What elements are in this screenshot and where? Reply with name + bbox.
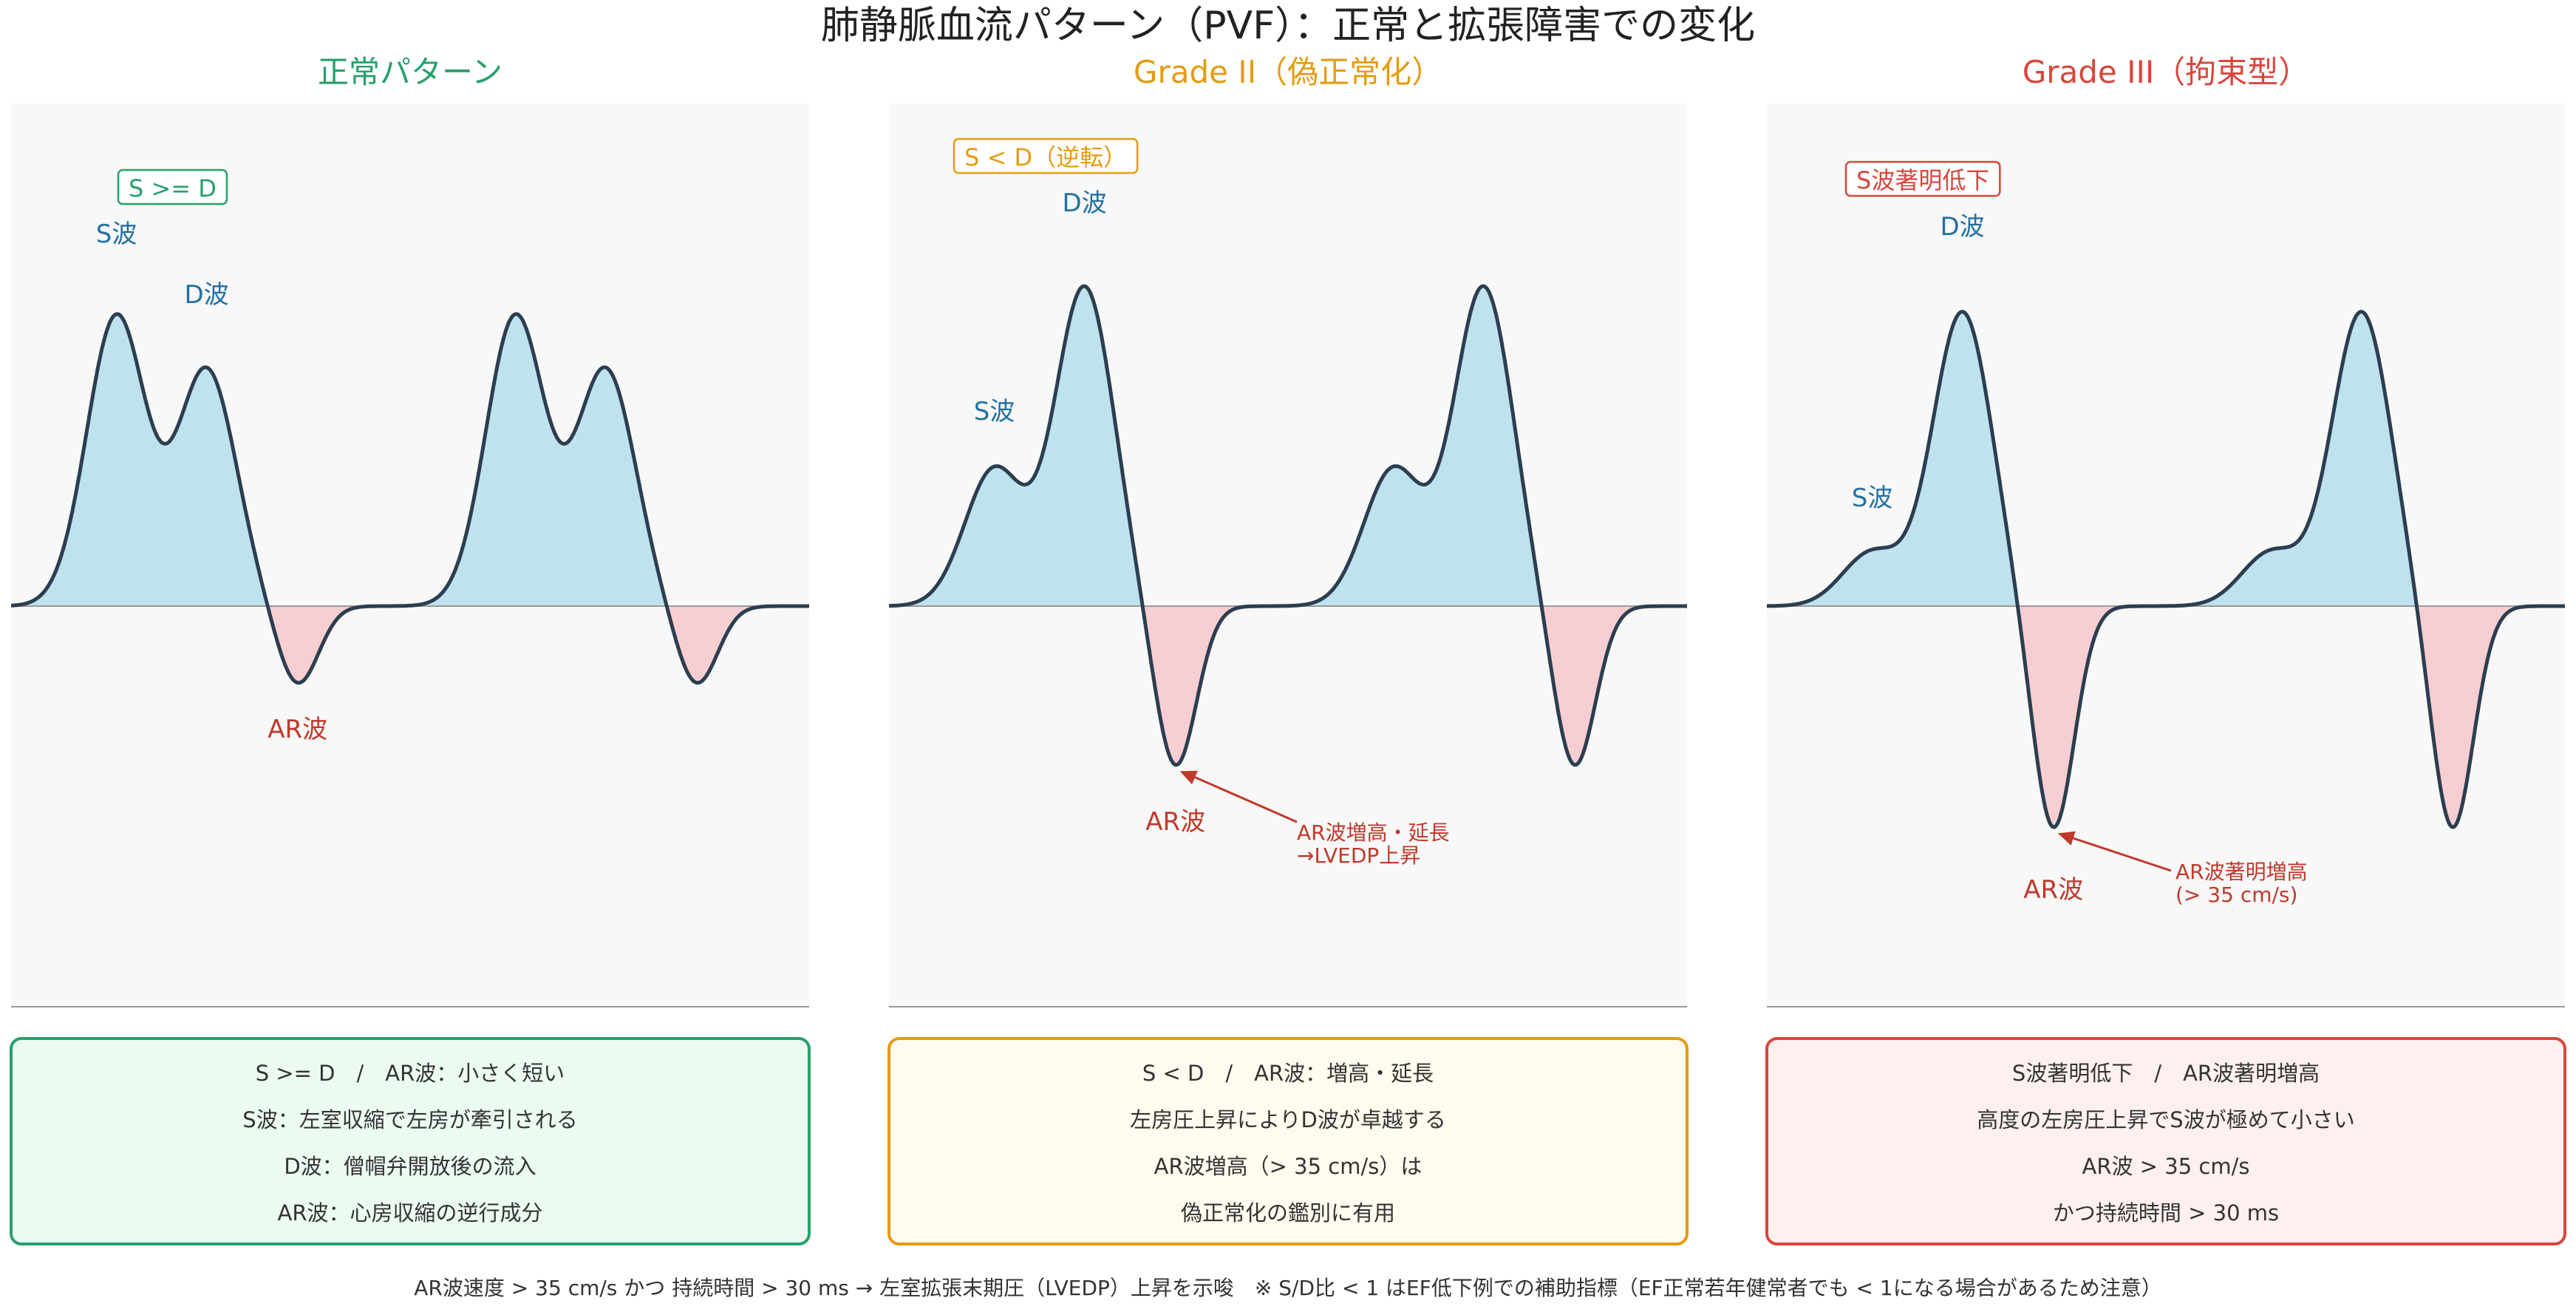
footnote: AR波速度 > 35 cm/s かつ 持続時間 > 30 ms → 左室拡張末期… xyxy=(414,1276,2161,1300)
pattern-tag: S >= D xyxy=(129,174,217,203)
description-line: 偽正常化の鑑別に有用 xyxy=(1181,1200,1395,1226)
pattern-tag-box xyxy=(953,137,1139,174)
panel-2: Grade II（偽正常化） S波 D波 AR波 S < D（逆転） AR波増高・延長→L… xyxy=(887,54,1689,1245)
description-box xyxy=(1765,1037,2566,1245)
ar-annotation-text: AR波著明増高 xyxy=(2175,860,2308,884)
arrow-head xyxy=(2057,831,2076,846)
reverse-flow-area xyxy=(889,606,1687,765)
panel-heading: Grade II（偽正常化） xyxy=(1134,54,1442,90)
description-line: S波著明低下 / AR波著明増高 xyxy=(2012,1061,2320,1086)
s-wave-label: S波 xyxy=(974,397,1015,426)
s-wave-label: S波 xyxy=(1852,483,1893,513)
pattern-tag: S < D（逆転） xyxy=(964,143,1127,171)
d-wave-label: D波 xyxy=(1063,188,1107,218)
description-line: AR波 > 35 cm/s xyxy=(2082,1154,2250,1179)
description-box xyxy=(10,1037,811,1245)
arrow-head xyxy=(1179,770,1198,785)
d-wave-label: D波 xyxy=(185,280,229,310)
forward-flow-area xyxy=(1767,311,2565,606)
description-line: S波：左室収縮で左房が牽引される xyxy=(242,1107,577,1132)
description-line: かつ持続時間 > 30 ms xyxy=(2053,1200,2279,1226)
ar-wave-label: AR波 xyxy=(1145,807,1205,837)
ar-annotation-arrow xyxy=(2060,832,2172,872)
pvf-waveform xyxy=(1765,310,2566,829)
forward-flow-area xyxy=(11,313,809,606)
panel-1: 正常パターン S波 D波 AR波 S >= D S >= D / AR波：小さく短い S波：… xyxy=(10,54,811,1245)
description-line: S >= D / AR波：小さく短い xyxy=(256,1061,565,1086)
d-wave-label: D波 xyxy=(1940,212,1985,242)
description-line: AR波：心房収縮の逆行成分 xyxy=(278,1200,543,1226)
description-line: S < D / AR波：増高・延長 xyxy=(1142,1061,1434,1086)
reverse-flow-area xyxy=(1767,606,2565,827)
reverse-flow-area xyxy=(11,606,809,683)
description-box xyxy=(887,1037,1689,1245)
description-line: D波：僧帽弁開放後の流入 xyxy=(284,1154,536,1179)
panel-3: Grade III（拘束型） S波 D波 AR波 S波著明低下 AR波著明増高(> 35 … xyxy=(1765,54,2566,1245)
ar-annotation-text: AR波増高・延長 xyxy=(1297,820,1450,845)
ar-wave-label: AR波 xyxy=(268,715,327,744)
description-line: 左房圧上昇によりD波が卓越する xyxy=(1130,1107,1446,1132)
panel-heading: Grade III（拘束型） xyxy=(2023,54,2310,90)
pattern-tag-box xyxy=(1844,160,2001,197)
s-wave-label: S波 xyxy=(96,220,137,249)
ar-annotation-text: →LVEDP上昇 xyxy=(1297,843,1420,868)
forward-flow-area xyxy=(889,286,1687,606)
description-line: AR波増高（> 35 cm/s）は xyxy=(1154,1154,1422,1179)
pvf-waveform xyxy=(887,284,1689,767)
pattern-tag: S波著明低下 xyxy=(1856,166,1989,194)
ar-wave-label: AR波 xyxy=(2023,875,2083,905)
figure-title: 肺静脈血流パターン（PVF）：正常と拡張障害での変化 xyxy=(821,4,1755,48)
ar-annotation-text: (> 35 cm/s) xyxy=(2175,883,2297,907)
ar-annotation-arrow xyxy=(1182,771,1298,823)
pvf-waveform xyxy=(10,312,811,685)
pattern-tag-box xyxy=(117,169,228,205)
panel-heading: 正常パターン xyxy=(318,54,502,90)
description-line: 高度の左房圧上昇でS波が極めて小さい xyxy=(1977,1107,2354,1132)
